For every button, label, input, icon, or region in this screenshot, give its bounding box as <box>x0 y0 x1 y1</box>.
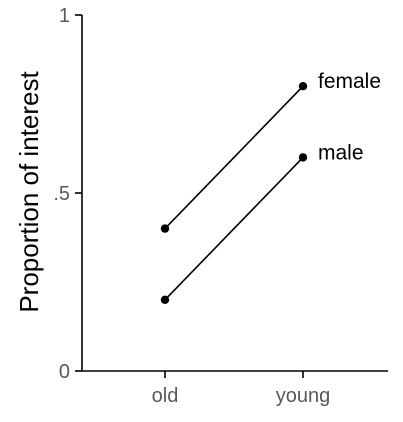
series-label-male: male <box>318 141 364 164</box>
x-tick-label: old <box>152 385 179 407</box>
data-point-male <box>160 295 170 304</box>
y-tick-label: .5 <box>53 183 70 205</box>
series-label-female: female <box>318 70 381 93</box>
data-point-female <box>298 82 308 91</box>
series-line-female <box>164 85 304 230</box>
data-point-female <box>160 224 170 233</box>
axes: 0 .5 1 old young <box>53 5 388 407</box>
series-line-male <box>164 156 304 301</box>
y-tick-label: 0 <box>59 361 70 383</box>
y-axis-title: Proportion of interest <box>14 71 44 313</box>
y-tick-label: 1 <box>59 5 70 27</box>
x-tick-label: young <box>276 385 331 407</box>
series-layer: female male <box>160 70 381 304</box>
data-point-male <box>298 153 308 162</box>
